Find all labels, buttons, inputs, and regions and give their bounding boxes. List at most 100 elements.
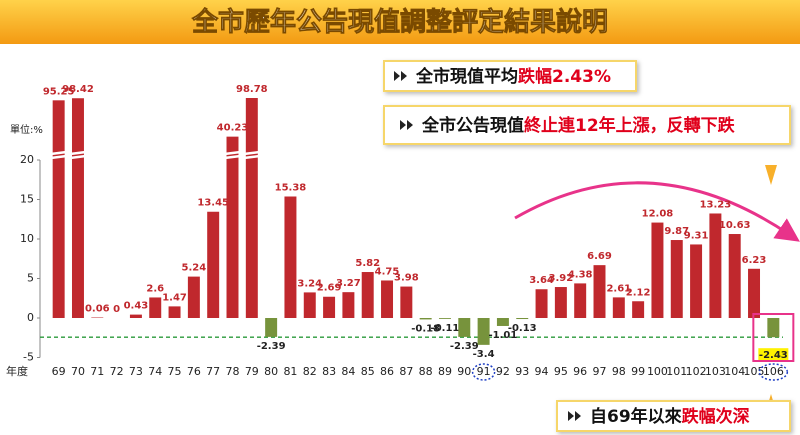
value-label: 95.25 [43,86,75,97]
x-tick-label: 97 [593,365,607,378]
bar [323,296,336,318]
x-tick-label: 98 [612,365,626,378]
value-label: 5.24 [182,263,207,274]
value-label: -3.4 [473,349,495,360]
x-tick-label: 83 [322,365,336,378]
marker-triangle [765,165,777,185]
value-label: -0.13 [508,323,537,334]
value-label: -2.39 [450,341,479,352]
annotation-box [556,400,791,432]
bar [265,318,278,337]
value-label: 2.6 [146,283,164,294]
x-tick-label: 88 [419,365,433,378]
bar [554,287,567,318]
bar [670,240,683,318]
value-label: 98.42 [62,84,94,95]
value-label: -0.18 [411,323,440,334]
x-tick-label: 74 [148,365,162,378]
x-tick-label: 105 [744,365,765,378]
value-label: 3.98 [394,273,419,284]
x-tick-label: 77 [206,365,220,378]
x-tick-label: 95 [554,365,568,378]
y-tick-label: 20 [20,153,34,166]
x-tick-label: 99 [631,365,645,378]
bar [207,211,220,318]
y-axis-label: 單位:% [10,123,43,136]
value-label: 2.12 [626,287,651,298]
x-tick-label: 71 [90,365,104,378]
value-label: 6.23 [742,255,767,266]
x-tick-label: 72 [110,365,124,378]
bar [728,234,741,318]
x-tick-label: 85 [361,365,375,378]
annotation-part: 自69年以來 [590,406,682,427]
x-tick-label: 86 [380,365,394,378]
value-label: 3.24 [297,278,322,289]
annotation-part: 跌幅2.43% [518,66,611,87]
bar [690,244,703,318]
chart-title: 全市歷年公告現值調整評定結果說明 [191,7,608,38]
y-tick-label: 10 [20,232,34,245]
value-label: -2.43 [759,350,788,361]
highlight-circle [471,363,496,381]
bar [52,100,65,318]
value-label: 98.78 [236,84,268,95]
x-tick-label: 104 [724,365,745,378]
annotation-part: 全市現值平均 [415,66,518,87]
x-axis-label: 年度 [6,364,28,378]
value-label: 4.38 [568,269,593,280]
value-label: -0.11 [431,323,460,334]
x-tick-label: 92 [496,365,510,378]
value-label: 2.61 [606,283,631,294]
y-tick-label: 15 [20,193,34,206]
value-label: 5.82 [355,258,380,269]
bar [612,297,625,318]
value-label: 0.06 [85,304,110,315]
value-label: 10.63 [719,220,751,231]
bar [361,272,374,318]
annotation: 全市公告現值終止連12年上漲，反轉下跌 [421,115,736,136]
x-tick-label: 75 [168,365,182,378]
x-tick-label: 94 [535,365,549,378]
x-tick-label: 90 [457,365,471,378]
bar [574,283,587,318]
bar [651,222,664,318]
annotation: 全市現值平均跌幅2.43% [415,66,611,87]
axis-break [224,150,241,160]
bar [226,136,239,318]
value-label: 3.92 [549,273,574,284]
bar [477,318,490,345]
annotation: 自69年以來跌幅次深 [590,406,750,427]
value-label: 6.69 [587,251,612,262]
bar [245,98,258,318]
value-label: 2.69 [317,283,342,294]
title-banner [0,0,800,44]
x-tick-label: 73 [129,365,143,378]
bar [129,314,142,318]
highlight-box [752,313,795,362]
annotation-part: 跌幅次深 [682,406,750,427]
x-tick-label: 100 [647,365,668,378]
value-label: 0.43 [124,301,149,312]
annotation-box [383,105,791,145]
bar [149,297,162,318]
value-label: 9.87 [664,226,689,237]
x-tick-label: 91 [477,365,491,378]
x-tick-label: 79 [245,365,259,378]
bar [187,276,200,318]
x-tick-label: 106 [763,365,784,378]
bar [381,280,394,318]
value-label: -1.01 [489,330,518,341]
annotation-part: 全市公告現值 [421,115,524,136]
value-label: 3.64 [529,275,554,286]
bar [496,318,509,326]
value-label: 12.08 [642,209,674,220]
bar [438,318,451,319]
bar [419,318,432,320]
value-label: 3.27 [336,278,361,289]
bar [632,301,645,318]
bar [400,286,413,318]
x-tick-label: 84 [341,365,355,378]
bar [767,318,780,338]
